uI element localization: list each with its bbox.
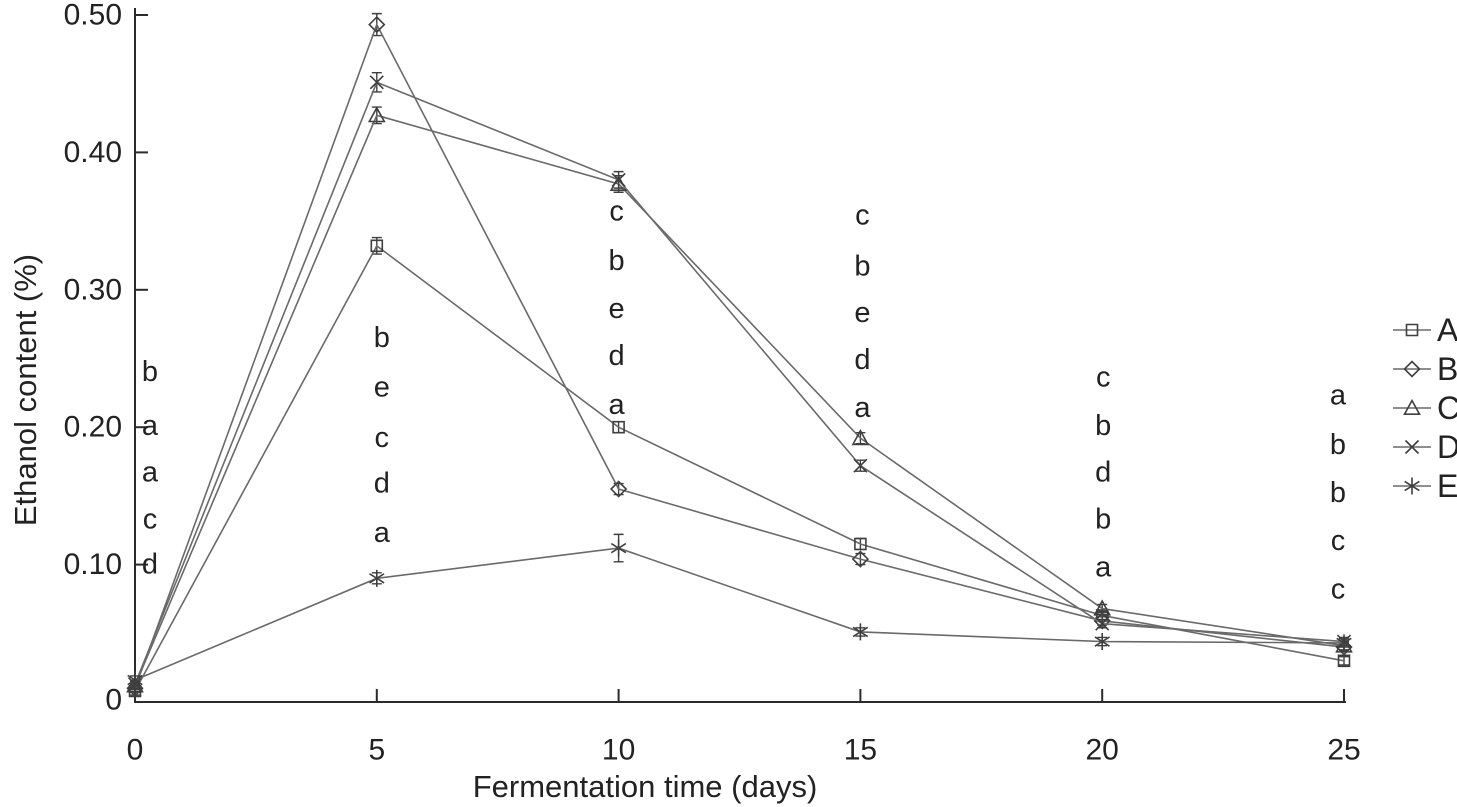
significance-letter: c — [609, 195, 624, 227]
diamond-marker — [609, 480, 628, 498]
significance-letter: c — [855, 200, 870, 232]
asterisk-marker — [369, 569, 385, 587]
significance-letter: a — [1330, 380, 1347, 412]
y-tick-label: 0.20 — [64, 411, 122, 444]
diamond-marker — [851, 550, 870, 568]
x-tick-label: 5 — [368, 734, 385, 767]
triangle-marker — [367, 106, 386, 123]
asterisk-marker — [1336, 634, 1352, 652]
legend-square-marker — [1405, 323, 1419, 337]
x-marker — [611, 172, 626, 187]
y-tick-label: 0.10 — [64, 548, 122, 581]
significance-letter: b — [1330, 429, 1346, 461]
significance-letter: b — [1095, 503, 1111, 535]
series-C — [126, 106, 1353, 693]
significance-letter: a — [142, 457, 159, 489]
legend-label: E — [1437, 468, 1457, 504]
significance-letter: e — [374, 371, 390, 403]
significance-letter: a — [854, 392, 871, 424]
significance-letter: c — [143, 503, 158, 535]
y-tick-label: 0.30 — [64, 273, 122, 306]
triangle-marker — [126, 676, 144, 693]
series-B — [126, 12, 1353, 697]
significance-letter: c — [375, 422, 390, 454]
significance-letter: d — [374, 468, 390, 500]
significance-letter: b — [1330, 477, 1346, 509]
square-marker — [370, 239, 384, 253]
significance-letter: d — [609, 340, 625, 372]
series-line-C — [134, 114, 1345, 686]
x-marker — [1095, 616, 1110, 631]
asterisk-marker — [610, 539, 627, 557]
significance-letter: d — [854, 344, 870, 376]
x-tick-label: 25 — [1327, 734, 1360, 767]
asterisk-marker — [852, 623, 869, 641]
series-line-D — [134, 81, 1345, 685]
axes-frame — [134, 8, 1346, 703]
significance-letter: a — [1095, 551, 1112, 583]
legend-diamond-marker — [1403, 360, 1421, 378]
series-line-E — [134, 547, 1345, 681]
significance-letter: a — [609, 389, 626, 421]
significance-letter: b — [142, 356, 158, 388]
legend-label: D — [1437, 429, 1457, 465]
significance-letter: a — [142, 410, 159, 442]
legend-item-C: C — [1393, 390, 1457, 426]
square-marker — [854, 537, 867, 551]
significance-letter: b — [374, 322, 390, 354]
legend-x-marker — [1404, 439, 1420, 455]
triangle-marker — [851, 429, 870, 446]
series-E — [127, 533, 1352, 689]
legend-label: A — [1437, 312, 1457, 348]
significance-letter: d — [1095, 457, 1111, 489]
legend-label: B — [1437, 351, 1457, 387]
legend-triangle-marker — [1403, 398, 1421, 415]
series-line-B — [134, 22, 1345, 689]
square-marker — [1337, 654, 1351, 668]
y-tick-label: 0.40 — [64, 136, 122, 169]
y-axis-title: Ethanol content (%) — [8, 253, 43, 527]
significance-letter: c — [1096, 362, 1111, 394]
triangle-marker — [1093, 599, 1112, 616]
significance-letter: b — [854, 250, 870, 282]
asterisk-marker — [1094, 633, 1110, 651]
y-tick-label: 0.50 — [64, 0, 122, 32]
x-marker — [853, 458, 868, 473]
asterisk-marker — [127, 671, 143, 689]
diamond-marker — [368, 15, 386, 34]
y-tick-label: 0 — [105, 684, 122, 717]
series-line-A — [134, 244, 1345, 692]
legend-item-E: E — [1393, 468, 1457, 504]
legend-label: C — [1437, 390, 1457, 426]
legend-item-A: A — [1393, 312, 1457, 348]
significance-letter: b — [609, 245, 625, 277]
significance-letter: c — [1331, 525, 1346, 557]
legend-item-B: B — [1393, 351, 1457, 387]
significance-letter: e — [609, 293, 625, 325]
x-tick-label: 15 — [844, 734, 877, 767]
significance-letter: e — [854, 297, 870, 329]
significance-letter: d — [142, 549, 158, 581]
x-tick-label: 10 — [602, 734, 635, 767]
series-D — [127, 72, 1352, 692]
x-tick-label: 20 — [1086, 734, 1119, 767]
significance-letter: c — [1331, 573, 1346, 605]
x-axis-title: Fermentation time (days) — [472, 769, 818, 804]
x-marker — [369, 75, 384, 90]
legend-item-D: D — [1393, 429, 1457, 465]
significance-letter: b — [1095, 410, 1111, 442]
significance-letter: a — [374, 517, 391, 549]
x-tick-label: 0 — [127, 734, 144, 767]
square-marker — [612, 420, 625, 434]
legend-asterisk-marker — [1404, 477, 1420, 495]
